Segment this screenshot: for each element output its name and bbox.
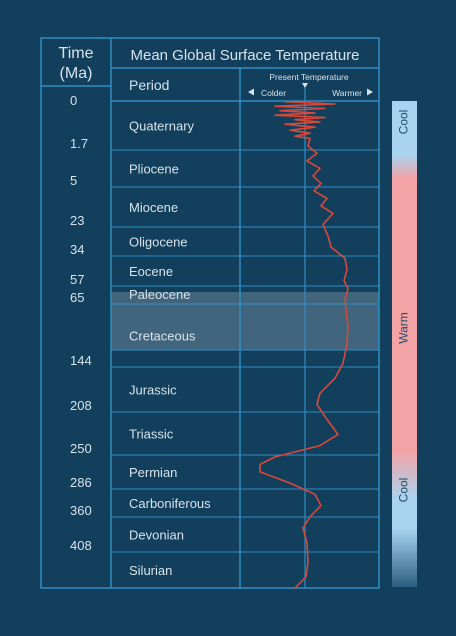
time-tick-label: 144 [70, 353, 92, 368]
time-tick-label: 57 [70, 272, 84, 287]
period-label: Devonian [129, 528, 184, 543]
period-label: Quaternary [129, 119, 195, 134]
time-tick-label: 408 [70, 538, 92, 553]
time-tick-label: 250 [70, 441, 92, 456]
period-label: Triassic [129, 427, 174, 442]
present-temperature-label: Present Temperature [269, 72, 348, 82]
time-tick-label: 1.7 [70, 136, 88, 151]
period-label: Silurian [129, 563, 172, 578]
time-tick-label: 23 [70, 213, 84, 228]
period-label: Eocene [129, 264, 173, 279]
time-tick-label: 5 [70, 173, 77, 188]
period-label: Jurassic [129, 383, 177, 398]
warmer-label: Warmer [332, 88, 362, 98]
time-unit-header: (Ma) [60, 65, 93, 82]
time-tick-label: 0 [70, 93, 77, 108]
band-label-cool: Cool [397, 478, 411, 503]
time-tick-label: 208 [70, 398, 92, 413]
temperature-line [259, 100, 349, 589]
chart-title: Mean Global Surface Temperature [130, 47, 359, 64]
time-tick-label: 65 [70, 290, 84, 305]
period-header: Period [129, 77, 169, 93]
period-label: Permian [129, 465, 177, 480]
period-label: Miocene [129, 200, 178, 215]
time-tick-label: 360 [70, 503, 92, 518]
warmer-arrow-icon [367, 88, 373, 96]
period-label: Cretaceous [129, 329, 196, 344]
temperature-band [392, 101, 417, 587]
time-tick-label: 34 [70, 242, 84, 257]
colder-label: Colder [261, 88, 286, 98]
band-label-warm: Warm [397, 312, 411, 344]
time-header: Time [59, 45, 94, 62]
colder-arrow-icon [248, 88, 254, 96]
period-label: Carboniferous [129, 496, 211, 511]
band-label-cool: Cool [397, 110, 411, 135]
period-label: Oligocene [129, 235, 188, 250]
present-marker-icon [302, 83, 308, 88]
period-label: Pliocene [129, 162, 179, 177]
time-tick-label: 286 [70, 475, 92, 490]
period-label: Paleocene [129, 287, 190, 302]
chart-frame [40, 37, 380, 589]
cretaceous-highlight [111, 292, 379, 350]
